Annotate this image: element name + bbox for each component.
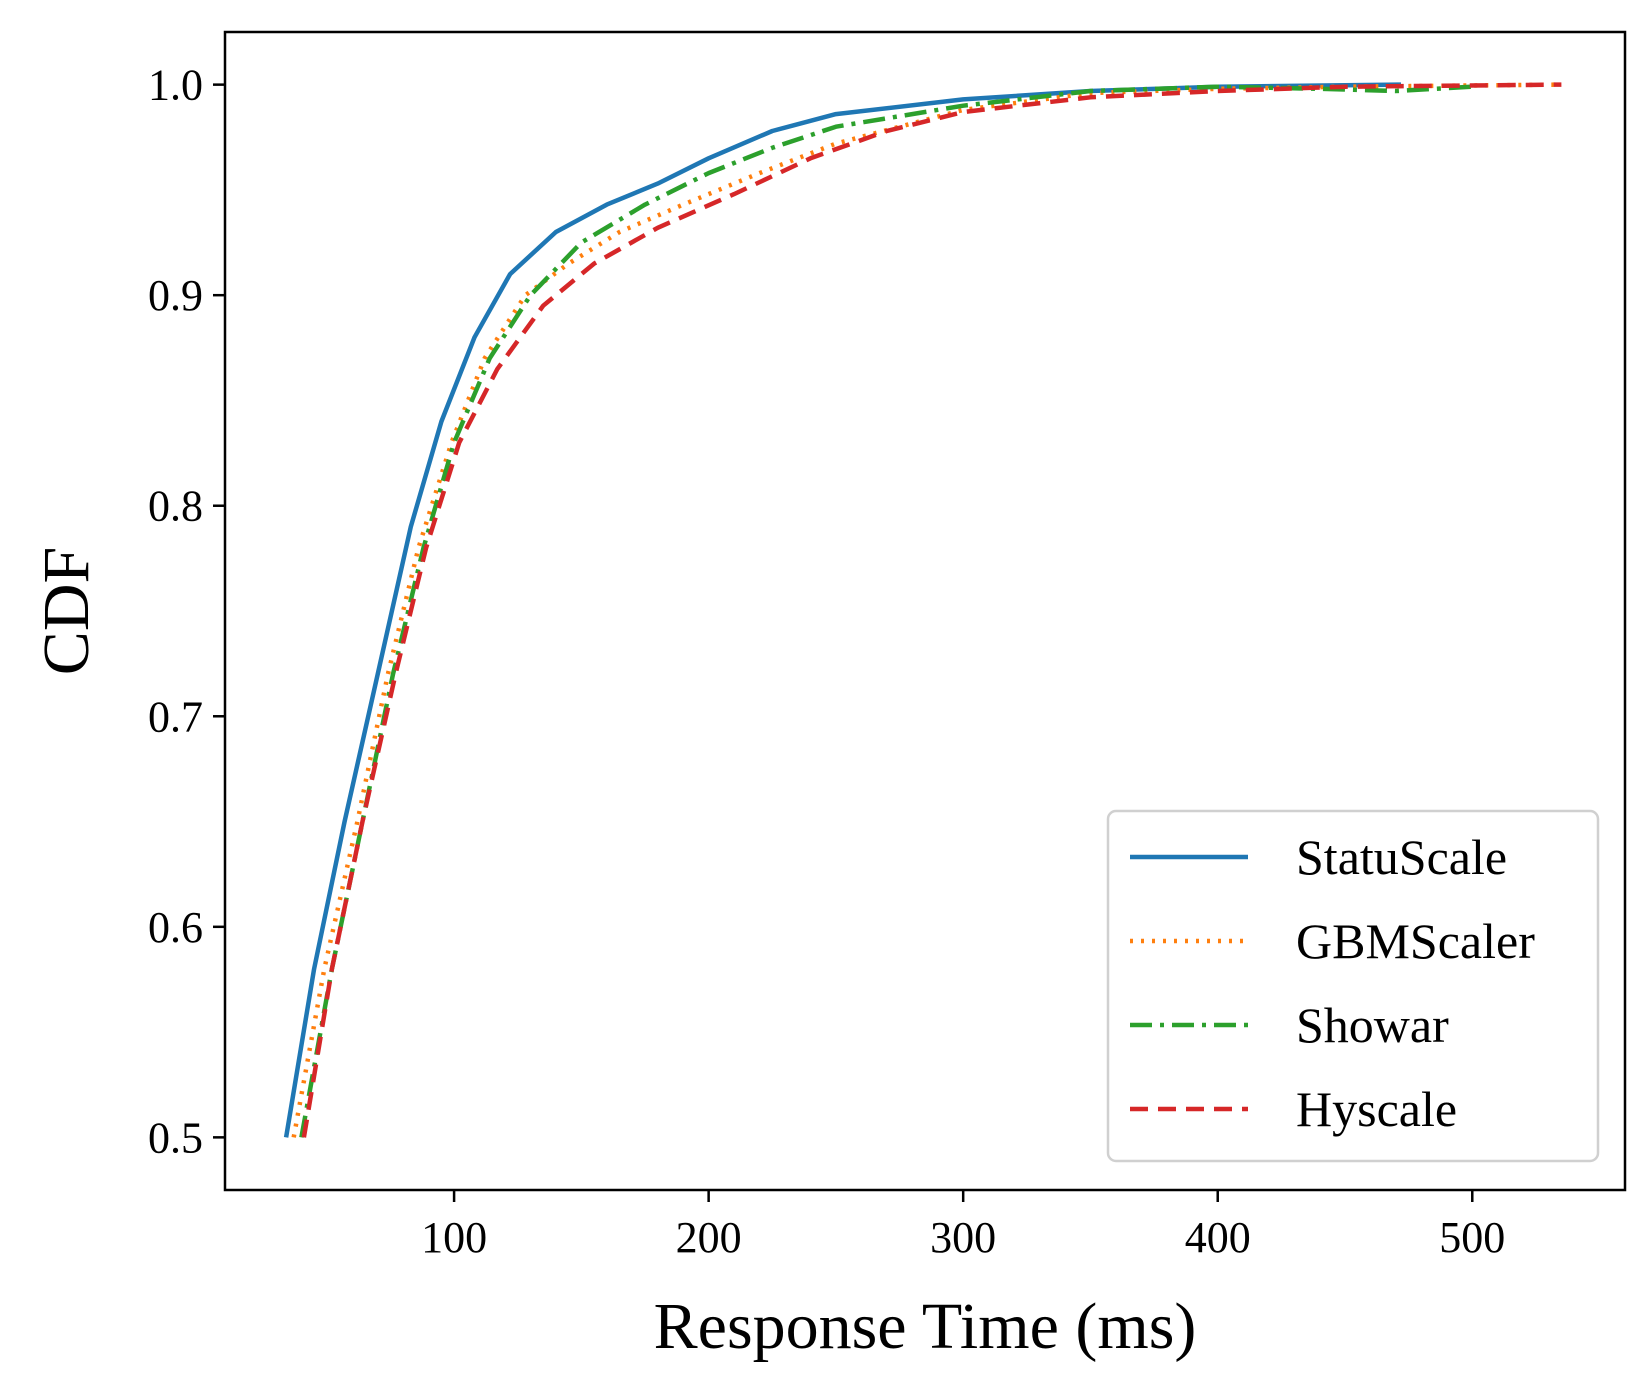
plot-frame	[223, 30, 1627, 1192]
series-line-gbmscaler	[291, 82, 1562, 1138]
legend-label: Hyscale	[1296, 1081, 1457, 1137]
legend-label: GBMScaler	[1296, 913, 1535, 969]
y-tick-label: 0.9	[148, 271, 203, 320]
x-tick-label: 400	[1185, 1213, 1251, 1262]
series-layer	[283, 82, 1562, 1138]
x-tick-label: 500	[1439, 1213, 1505, 1262]
x-axis-title: Response Time (ms)	[654, 1290, 1197, 1363]
y-axis-title: CDF	[30, 547, 103, 675]
y-tick-label: 0.7	[148, 692, 203, 741]
x-tick-label: 100	[421, 1213, 487, 1262]
series-line-hyscale	[301, 82, 1562, 1138]
y-tick-label: 0.8	[148, 482, 203, 531]
series-line-showar	[299, 84, 1473, 1138]
y-tick-label: 1.0	[148, 61, 203, 110]
legend-label: Showar	[1296, 997, 1449, 1053]
y-tick-label: 0.5	[148, 1113, 203, 1162]
x-tick-label: 300	[930, 1213, 996, 1262]
x-axis: 100 200 300 400 500	[421, 1190, 1505, 1262]
x-tick-label: 200	[676, 1213, 742, 1262]
legend: StatuScale GBMScaler Showar Hyscale	[1106, 809, 1600, 1163]
legend-label: StatuScale	[1296, 829, 1507, 885]
series-line-statuscale	[283, 82, 1402, 1138]
y-tick-label: 0.6	[148, 903, 203, 952]
y-axis: 0.5 0.6 0.7 0.8 0.9 1.0	[148, 61, 225, 1162]
legend-box	[1106, 809, 1600, 1163]
